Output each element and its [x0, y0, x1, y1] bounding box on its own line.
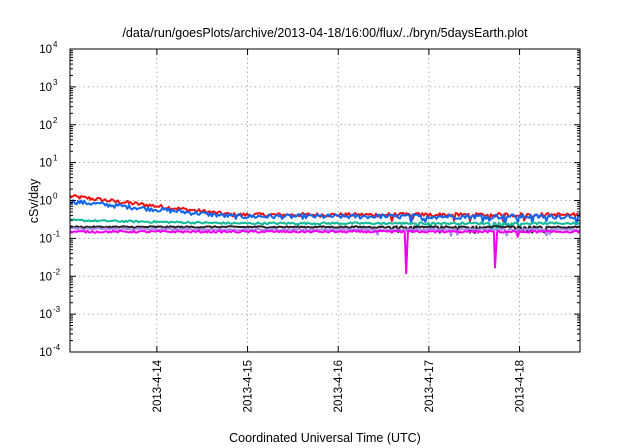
y-tick-label: 10	[39, 233, 52, 245]
y-tick-exponent: -3	[53, 305, 61, 314]
x-axis-label: Coordinated Universal Time (UTC)	[229, 431, 421, 445]
y-tick-exponent: -2	[53, 267, 61, 276]
y-tick-label: 10	[39, 158, 52, 170]
x-tick-label: 2013-4-16	[333, 360, 345, 412]
series-line-4	[69, 225, 581, 234]
y-axis-label: cSv/day	[27, 178, 41, 223]
y-tick-exponent: 1	[53, 154, 58, 163]
x-tick-label: 2013-4-14	[152, 359, 164, 412]
y-tick-label: 10	[39, 347, 52, 359]
series-line-5	[69, 227, 581, 237]
series-line-3	[69, 218, 581, 231]
y-tick-exponent: 3	[53, 78, 58, 87]
chart-title: /data/run/goesPlots/archive/2013-04-18/1…	[122, 26, 528, 40]
y-tick-exponent: 2	[53, 116, 58, 125]
y-tick-exponent: -1	[53, 229, 61, 238]
y-tick-label: 10	[39, 271, 52, 283]
series-line-6	[69, 229, 581, 275]
x-tick-label: 2013-4-18	[515, 360, 527, 412]
y-tick-label: 10	[39, 309, 52, 321]
y-tick-exponent: -4	[53, 343, 61, 352]
y-tick-label: 10	[39, 82, 52, 94]
x-tick-label: 2013-4-15	[243, 360, 255, 412]
x-axis: 2013-4-14 2013-4-15 2013-4-16 2013-4-17 2013…	[152, 49, 527, 412]
y-tick-exponent: 0	[53, 192, 58, 201]
y-tick-label: 10	[39, 44, 52, 56]
series-line-2	[69, 199, 581, 226]
x-tick-label: 2013-4-17	[424, 360, 436, 412]
grid	[70, 49, 580, 352]
y-tick-label: 10	[39, 120, 52, 132]
y-tick-exponent: 4	[53, 40, 58, 49]
y-tick-label: 10	[39, 196, 52, 208]
series-layer	[69, 193, 581, 275]
